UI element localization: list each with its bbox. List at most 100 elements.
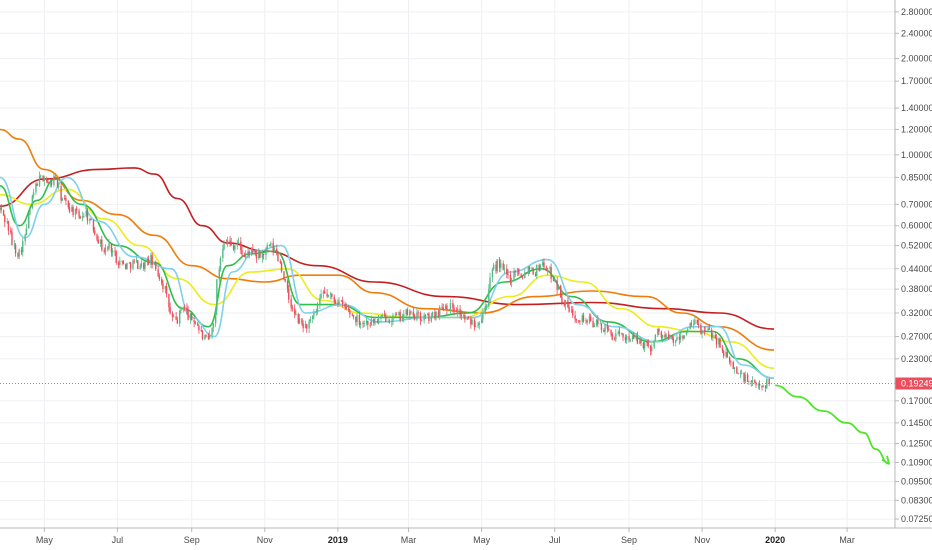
candle-body — [374, 321, 376, 324]
candle-body — [265, 248, 267, 256]
candle-body — [510, 279, 513, 283]
candle-body — [657, 328, 659, 335]
candle-body — [624, 337, 627, 340]
candle-body — [193, 320, 195, 323]
price-axis[interactable]: 2.80000 2.40000 2.00000 1.70000 1.40000 1.200… — [895, 7, 932, 524]
candle-body — [588, 316, 591, 323]
candle-body — [434, 311, 436, 319]
candle-body — [43, 178, 46, 182]
candle-body — [162, 283, 164, 289]
candle-body — [581, 315, 583, 323]
candle-body — [577, 320, 580, 322]
candle-body — [173, 316, 175, 318]
candle-body — [338, 301, 340, 305]
price-tick-label: 0.08300 — [901, 495, 932, 505]
candle-body — [557, 285, 560, 290]
candle-body — [137, 260, 139, 270]
candle-body — [334, 301, 337, 304]
candle-body — [431, 311, 434, 317]
candle-body — [701, 330, 703, 334]
candle-body — [171, 313, 174, 317]
candle-body — [376, 321, 379, 324]
candle-body — [248, 251, 250, 256]
candle-body — [603, 329, 605, 332]
candle-body — [615, 333, 617, 340]
candle-body — [362, 323, 364, 324]
candle-body — [22, 241, 24, 253]
candle-body — [712, 334, 714, 338]
candle-body — [597, 319, 599, 324]
price-tick-label: 0.09500 — [901, 477, 932, 487]
time-tick-label: 2020 — [765, 535, 785, 545]
candle-body — [730, 361, 732, 363]
candle-body — [401, 318, 404, 321]
candle-body — [270, 242, 272, 246]
candle-body — [423, 314, 425, 321]
candle-body — [694, 319, 696, 324]
price-tick-label: 0.12500 — [901, 438, 932, 448]
candle-body — [687, 329, 689, 332]
candle-body — [710, 329, 713, 338]
candle-body — [232, 245, 235, 250]
candle-body — [147, 258, 150, 265]
price-tick-label: 2.40000 — [901, 28, 932, 38]
candle-body — [283, 271, 285, 280]
candle-body — [462, 315, 465, 317]
projection-arrowhead — [881, 455, 890, 465]
candle-body — [460, 314, 462, 316]
candle-body — [445, 305, 447, 310]
candle-body — [135, 260, 138, 262]
candle-body — [506, 268, 508, 275]
candle-body — [352, 315, 355, 318]
candle-body — [96, 234, 98, 240]
price-tick-label: 0.23000 — [901, 354, 932, 364]
candle-body — [295, 314, 297, 315]
candle-body — [726, 351, 728, 358]
candle-body — [518, 268, 520, 275]
candle-body — [309, 318, 312, 322]
time-tick-label: Jul — [112, 535, 124, 545]
candle-body — [359, 323, 362, 325]
candle-body — [683, 335, 685, 339]
candle-body — [542, 262, 544, 266]
candle-body — [446, 305, 448, 310]
candle-body — [78, 210, 80, 217]
candle-body — [513, 271, 515, 280]
candle-body — [380, 316, 382, 319]
candle-body — [646, 342, 648, 343]
candle-body — [689, 323, 691, 330]
price-tick-label: 0.44000 — [901, 264, 932, 274]
candle-body — [521, 275, 524, 279]
candle-body — [323, 291, 326, 294]
candle-body — [613, 339, 616, 341]
candle-body — [477, 324, 479, 326]
candle-body — [294, 308, 296, 315]
candle-body — [395, 314, 398, 316]
candle-body — [536, 264, 538, 276]
time-axis[interactable]: May Jul Sep Nov 2019 Mar May Jul Sep Nov 2020 Mar — [36, 528, 855, 545]
candle-body — [682, 335, 684, 339]
candle-body — [252, 248, 254, 250]
candle-body — [762, 386, 764, 388]
candle-body — [485, 305, 488, 307]
candle-body — [35, 183, 37, 193]
candle-body — [617, 331, 619, 334]
candle-body — [643, 342, 646, 349]
candle-body — [733, 367, 736, 370]
candle-body — [47, 181, 49, 184]
candle-body — [739, 373, 742, 375]
candle-body — [133, 260, 135, 262]
candle-body — [139, 266, 141, 270]
candle-body — [119, 260, 121, 266]
ma-line — [0, 176, 775, 379]
candle-body — [117, 262, 120, 266]
candle-body — [71, 207, 73, 212]
price-tick-label: 1.40000 — [901, 103, 932, 113]
candle-body — [211, 328, 213, 335]
candle-body — [198, 325, 200, 331]
candle-body — [639, 340, 641, 344]
candle-body — [381, 314, 383, 317]
candle-body — [464, 315, 466, 320]
candle-body — [442, 307, 445, 310]
candle-body — [129, 262, 132, 269]
